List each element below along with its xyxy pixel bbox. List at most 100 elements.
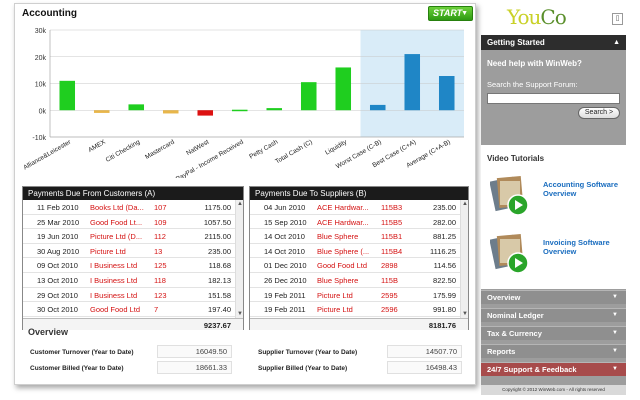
video-accounting[interactable]: Accounting Software Overview: [490, 173, 620, 218]
payment-amount: 2115.00: [204, 232, 231, 242]
payee-name: Picture Ltd (D...: [90, 232, 143, 242]
search-label: Search the Support Forum:: [487, 80, 578, 89]
customer-turnover-value: 16049.50: [157, 345, 232, 358]
customer-billed-value: 18661.33: [157, 361, 232, 374]
customer-payment-row[interactable]: 30 Aug 2010 Picture Ltd 13 235.00: [23, 244, 243, 259]
customer-payment-row[interactable]: 19 Jun 2010 Picture Ltd (D... 112 2115.00: [23, 229, 243, 244]
supplier-turnover-value: 14507.70: [387, 345, 462, 358]
payment-date: 30 Oct 2010: [37, 305, 78, 315]
supplier-turnover-label: Supplier Turnover (Year to Date): [258, 349, 358, 356]
customers-panel: Payments Due From Customers (A) 11 Feb 2…: [22, 186, 244, 330]
payment-date: 04 Jun 2010: [264, 203, 306, 212]
suppliers-scrollbar[interactable]: ▲ ▼: [460, 200, 468, 318]
payment-amount: 175.99: [433, 290, 456, 300]
supplier-payment-row[interactable]: 14 Oct 2010 Blue Sphere (... 115B4 1116.25: [250, 244, 468, 259]
customer-payment-row[interactable]: 25 Mar 2010 Good Food Lt... 109 1057.50: [23, 215, 243, 230]
chart-bar: [369, 104, 386, 111]
getting-started-header[interactable]: Getting Started ▲: [481, 35, 626, 50]
payment-date: 29 Oct 2010: [37, 290, 78, 300]
payee-name: I Business Ltd: [90, 290, 138, 300]
invoice-ref: 115B4: [381, 246, 403, 256]
supplier-payment-row[interactable]: 14 Oct 2010 Blue Sphere 115B1 881.25: [250, 229, 468, 244]
payment-date: 26 Dec 2010: [264, 275, 307, 285]
scroll-up-icon[interactable]: ▲: [237, 201, 243, 207]
customers-scrollbar[interactable]: ▲ ▼: [235, 200, 243, 318]
supplier-payment-row[interactable]: 26 Dec 2010 Blue Sphere 115B 822.50: [250, 273, 468, 288]
payee-name: ACE Hardwar...: [317, 217, 369, 227]
customer-payment-row[interactable]: 30 Oct 2010 Good Food Ltd 7 197.40: [23, 302, 243, 317]
payment-amount: 114.56: [433, 261, 456, 271]
x-tick-label: Mastercard: [144, 138, 176, 161]
video-invoicing[interactable]: Invoicing Software Overview: [490, 231, 620, 276]
y-tick-label: -10k: [32, 135, 46, 142]
x-tick-label: AMEX: [87, 138, 107, 154]
menu-support-feedback[interactable]: 24/7 Support & Feedback ▼: [481, 362, 626, 376]
suppliers-table: 04 Jun 2010 ACE Hardwar... 115B3 235.00 15 S…: [250, 200, 468, 318]
payment-amount: 1116.25: [430, 246, 456, 256]
menu-reports[interactable]: Reports ▼: [481, 344, 626, 358]
invoice-ref: 123: [154, 290, 167, 300]
payment-date: 19 Feb 2011: [264, 305, 306, 315]
search-input[interactable]: [487, 93, 620, 104]
suppliers-total-row: 8181.76: [250, 318, 468, 330]
supplier-payment-row[interactable]: 04 Jun 2010 ACE Hardwar... 115B3 235.00: [250, 200, 468, 215]
payee-name: Good Food Ltd: [317, 261, 368, 271]
payment-amount: 282.00: [433, 217, 456, 227]
payment-date: 15 Sep 2010: [264, 217, 307, 227]
invoice-ref: 107: [154, 203, 167, 212]
supplier-payment-row[interactable]: 15 Sep 2010 ACE Hardwar... 115B5 282.00: [250, 215, 468, 230]
chart-bar: [128, 104, 145, 111]
payee-name: Blue Sphere: [317, 232, 359, 242]
menu-overview[interactable]: Overview ▼: [481, 290, 626, 304]
suppliers-total: 8181.76: [428, 321, 456, 330]
video-label[interactable]: Invoicing Software Overview: [543, 238, 610, 256]
payment-amount: 1057.50: [203, 217, 231, 227]
customer-payment-row[interactable]: 09 Oct 2010 I Business Ltd 125 118.68: [23, 258, 243, 273]
payment-amount: 1175.00: [204, 203, 231, 212]
y-tick-label: 30k: [35, 28, 47, 35]
payment-amount: 822.50: [433, 275, 456, 285]
invoice-ref: 112: [154, 232, 166, 242]
supplier-payment-row[interactable]: 19 Feb 2011 Picture Ltd 2595 175.99: [250, 288, 468, 303]
payee-name: I Business Ltd: [90, 275, 138, 285]
customer-turnover-label: Customer Turnover (Year to Date): [30, 349, 134, 356]
chevron-down-icon: ▼: [461, 10, 468, 17]
help-title: Need help with WinWeb?: [487, 59, 582, 68]
payment-amount: 182.13: [208, 275, 231, 285]
x-tick-label: Liquidity: [324, 138, 349, 156]
sidebar: Getting Started ▲ Need help with WinWeb?…: [481, 35, 626, 395]
document-icon[interactable]: ▯: [612, 13, 623, 25]
supplier-payment-row[interactable]: 19 Feb 2011 Picture Ltd 2596 991.80: [250, 302, 468, 317]
x-tick-label: Total Cash (C): [274, 139, 313, 166]
supplier-payment-row[interactable]: 01 Dec 2010 Good Food Ltd 2898 114.56: [250, 258, 468, 273]
copyright: Copyright © 2012 WinWeb.com - All rights…: [481, 385, 626, 395]
scroll-down-icon[interactable]: ▼: [462, 311, 468, 317]
payee-name: Good Food Lt...: [90, 217, 143, 227]
payee-name: Books Ltd (Da...: [90, 203, 144, 212]
customer-payment-row[interactable]: 13 Oct 2010 I Business Ltd 118 182.13: [23, 273, 243, 288]
chevron-down-icon: ▼: [612, 312, 618, 318]
search-button[interactable]: Search >: [578, 107, 620, 119]
payment-amount: 197.40: [208, 305, 231, 315]
scroll-down-icon[interactable]: ▼: [237, 311, 243, 317]
supplier-billed-value: 16498.43: [387, 361, 462, 374]
payment-amount: 991.80: [433, 305, 456, 315]
chart-bar: [162, 110, 179, 114]
payment-date: 01 Dec 2010: [264, 261, 307, 271]
chart-bar: [404, 54, 421, 111]
chart-bar: [231, 109, 248, 112]
customer-payment-row[interactable]: 29 Oct 2010 I Business Ltd 123 151.58: [23, 288, 243, 303]
x-tick-label: NatWest: [185, 139, 210, 158]
x-tick-label: Petty Cash: [248, 138, 279, 160]
accounting-title: Accounting: [22, 8, 77, 19]
menu-nominal-ledger[interactable]: Nominal Ledger ▼: [481, 308, 626, 322]
menu-tax-currency[interactable]: Tax & Currency ▼: [481, 326, 626, 340]
customer-payment-row[interactable]: 11 Feb 2010 Books Ltd (Da... 107 1175.00: [23, 200, 243, 215]
scroll-up-icon[interactable]: ▲: [462, 201, 468, 207]
payment-date: 13 Oct 2010: [37, 275, 78, 285]
start-button[interactable]: START ▼: [428, 6, 473, 21]
x-tick-label: Alliance&Leicester: [22, 138, 73, 171]
x-tick-label: Citi Checking: [105, 138, 142, 163]
video-label[interactable]: Accounting Software Overview: [543, 180, 619, 198]
chevron-down-icon: ▼: [612, 330, 618, 336]
